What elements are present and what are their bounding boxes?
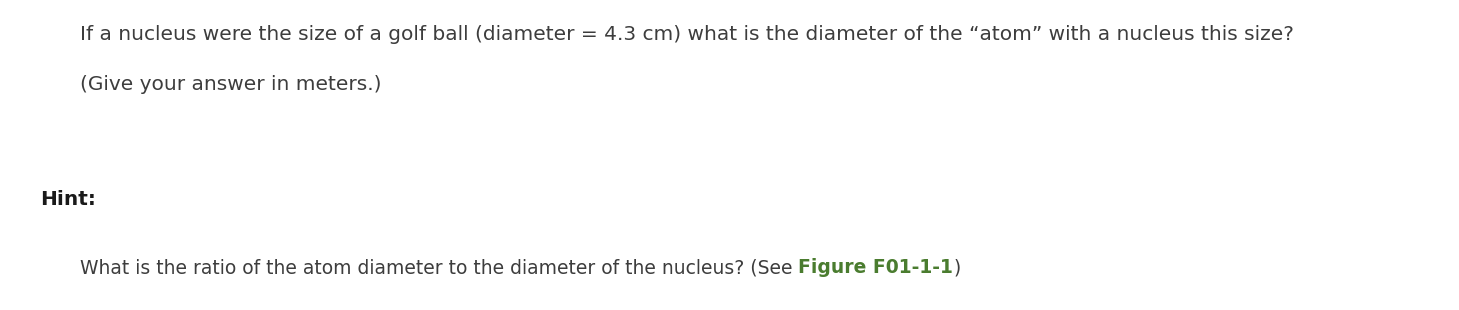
Text: Hint:: Hint: (39, 190, 96, 209)
Text: (Give your answer in meters.): (Give your answer in meters.) (80, 75, 381, 94)
Text: If a nucleus were the size of a golf ball (diameter = 4.3 cm) what is the diamet: If a nucleus were the size of a golf bal… (80, 25, 1294, 44)
Text: Figure F01-1-1: Figure F01-1-1 (798, 258, 953, 277)
Text: What is the ratio of the atom diameter to the diameter of the nucleus? (See: What is the ratio of the atom diameter t… (80, 258, 798, 277)
Text: ): ) (953, 258, 960, 277)
